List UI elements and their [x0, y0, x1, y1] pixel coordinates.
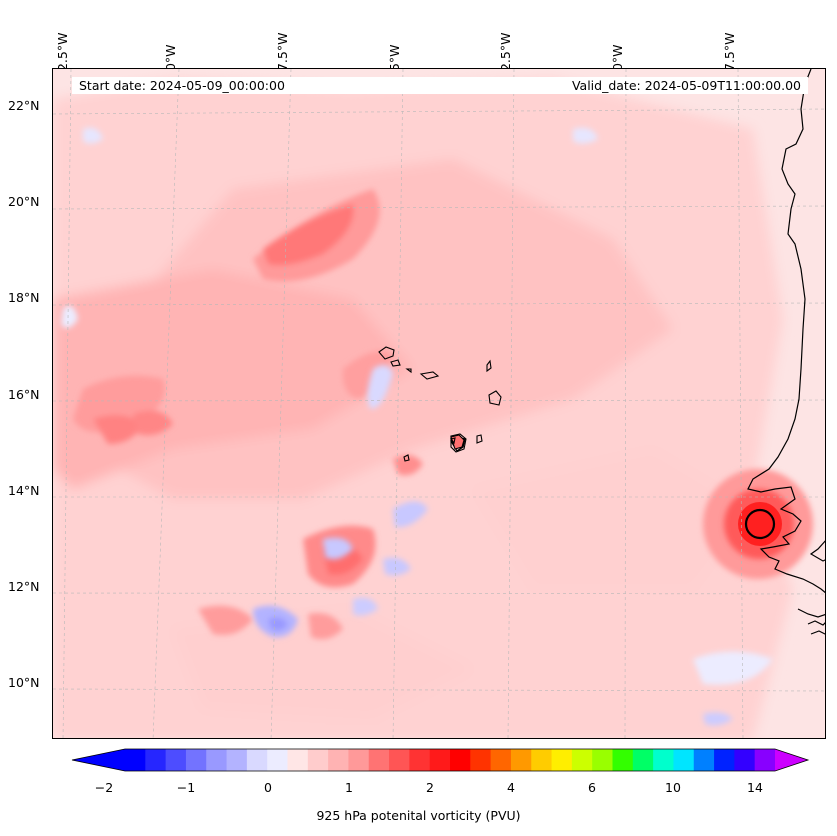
colorbar-outline	[71, 748, 810, 772]
cb-tick-m2: −2	[94, 780, 114, 795]
colorbar-segment	[612, 749, 634, 771]
cb-tick-14: 14	[747, 780, 763, 795]
colorbar-segment	[490, 749, 512, 771]
lat-label-12n: 12°N	[8, 579, 40, 594]
pv-field-light	[53, 79, 793, 738]
lat-label-18n: 18°N	[8, 290, 40, 305]
colorbar-segment	[551, 749, 573, 771]
colorbar-segment	[734, 749, 756, 771]
colorbar-segment	[653, 749, 674, 771]
colorbar-extend-low	[72, 749, 125, 771]
cb-tick-6: 6	[588, 780, 596, 795]
colorbar-segment	[673, 749, 695, 771]
cape-verde-islands	[378, 346, 502, 462]
colorbar	[71, 748, 810, 772]
cb-tick-1: 1	[345, 780, 353, 795]
lat-label-14n: 14°N	[8, 483, 40, 498]
start-date-label: Start date: 2024-05-09_00:00:00	[79, 78, 285, 93]
colorbar-segment	[206, 749, 228, 771]
colorbar-segment	[226, 749, 248, 771]
lat-label-10n: 10°N	[8, 675, 40, 690]
title-strip	[72, 77, 808, 94]
colorbar-segment	[470, 749, 492, 771]
colorbar-segment	[267, 749, 288, 771]
colorbar-segment	[145, 749, 167, 771]
cb-tick-0: 0	[264, 780, 272, 795]
lat-label-22n: 22°N	[8, 98, 40, 113]
colorbar-segment	[348, 749, 370, 771]
lat-label-20n: 20°N	[8, 194, 40, 209]
colorbar-segment	[571, 749, 593, 771]
colorbar-segment	[510, 749, 532, 771]
colorbar-segment	[714, 749, 735, 771]
colorbar-label: 925 hPa potenital vorticity (PVU)	[316, 808, 521, 823]
pv-maximum	[703, 469, 813, 579]
colorbar-segment	[287, 749, 309, 771]
colorbar-segment	[368, 749, 390, 771]
graticule	[53, 69, 825, 738]
lat-label-16n: 16°N	[8, 387, 40, 402]
cb-tick-2: 2	[426, 780, 434, 795]
map-panel	[52, 68, 826, 739]
pv-field-negative	[61, 127, 773, 726]
pv-field	[53, 69, 825, 738]
colorbar-segment	[754, 749, 776, 771]
valid-date-label: Valid_date: 2024-05-09T11:00:00.00	[571, 78, 801, 93]
colorbar-segment	[165, 749, 187, 771]
cb-tick-m1: −1	[176, 780, 196, 795]
colorbar-segment	[429, 749, 451, 771]
colorbar-segment	[450, 749, 471, 771]
colorbar-segment	[246, 749, 268, 771]
colorbar-segment	[185, 749, 207, 771]
cb-tick-4: 4	[507, 780, 515, 795]
colorbar-segment	[409, 749, 431, 771]
colorbar-segment	[592, 749, 613, 771]
colorbar-segment	[632, 749, 654, 771]
colorbar-segment	[693, 749, 715, 771]
colorbar-segment	[389, 749, 410, 771]
colorbar-segment	[125, 749, 146, 771]
colorbar-segment	[531, 749, 553, 771]
west-africa-coast	[747, 69, 825, 635]
cb-tick-10: 10	[665, 780, 681, 795]
colorbar-segment	[307, 749, 329, 771]
colorbar-extend-high	[775, 749, 808, 771]
colorbar-segment	[328, 749, 349, 771]
